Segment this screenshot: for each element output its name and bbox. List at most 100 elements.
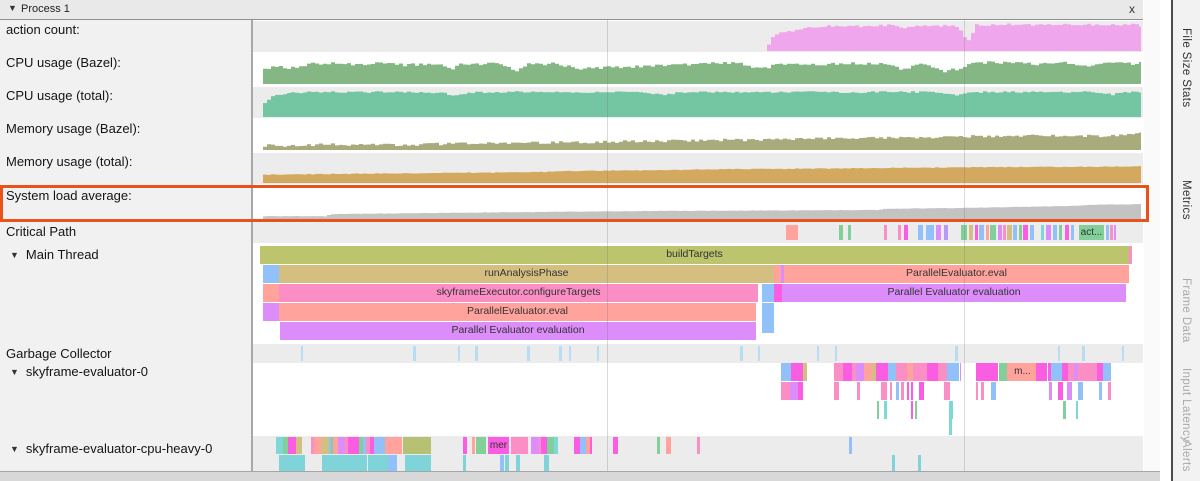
critical-path-block[interactable] xyxy=(986,225,989,240)
critical-path-block[interactable] xyxy=(848,225,851,240)
trace-block[interactable] xyxy=(915,401,918,419)
trace-block[interactable] xyxy=(1051,363,1062,381)
critical-path-block[interactable] xyxy=(990,225,996,240)
trace-block[interactable] xyxy=(322,455,330,471)
critical-path-block[interactable] xyxy=(898,225,901,240)
trace-block[interactable] xyxy=(991,363,999,381)
trace-block[interactable] xyxy=(911,401,914,419)
trace-block[interactable] xyxy=(697,437,700,454)
trace-block[interactable] xyxy=(1078,363,1087,381)
critical-path-block[interactable] xyxy=(1059,225,1062,240)
trace-block[interactable] xyxy=(288,437,296,454)
critical-path-block[interactable] xyxy=(1110,225,1113,240)
trace-block[interactable] xyxy=(569,346,571,361)
trace-block[interactable] xyxy=(527,346,530,361)
skyframe-evaluator-0-track[interactable]: m... xyxy=(253,363,1143,436)
vertical-scrollbar[interactable] xyxy=(1144,0,1160,471)
critical-path-block[interactable] xyxy=(975,225,978,240)
trace-block[interactable] xyxy=(1067,382,1072,400)
critical-path-block[interactable] xyxy=(1019,225,1022,240)
critical-path-block[interactable] xyxy=(936,225,941,240)
trace-block[interactable] xyxy=(856,363,864,381)
flame-segment[interactable] xyxy=(762,303,774,333)
main-thread-flame-track[interactable]: buildTargetsrunAnalysisPhaseParallelEval… xyxy=(253,243,1143,344)
trace-block[interactable] xyxy=(1063,401,1067,419)
trace-block[interactable] xyxy=(857,382,860,400)
trace-block[interactable] xyxy=(1076,401,1079,419)
trace-block[interactable] xyxy=(500,455,503,471)
trace-block[interactable] xyxy=(817,346,819,361)
trace-block[interactable] xyxy=(424,455,431,471)
trace-block[interactable] xyxy=(476,437,486,454)
critical-path-block[interactable] xyxy=(1114,225,1116,240)
flame-skyframeexecutor-configuretargets[interactable]: skyframeExecutor.configureTargets xyxy=(279,284,758,302)
trace-block[interactable] xyxy=(876,363,883,381)
trace-block[interactable] xyxy=(463,455,466,471)
trace-block[interactable] xyxy=(544,455,550,471)
trace-block[interactable] xyxy=(403,437,431,454)
flame-parallelevaluator-eval[interactable]: ParallelEvaluator.eval xyxy=(784,265,1129,283)
critical-path-block[interactable] xyxy=(786,225,798,240)
trace-block[interactable] xyxy=(1099,382,1102,400)
trace-block[interactable] xyxy=(991,382,996,400)
trace-block[interactable] xyxy=(938,363,947,381)
critical-path-block[interactable] xyxy=(839,225,843,240)
trace-block[interactable] xyxy=(475,346,478,361)
trace-block[interactable] xyxy=(944,382,951,400)
trace-block[interactable] xyxy=(877,401,879,419)
critical-path-block[interactable] xyxy=(969,225,973,240)
collapse-main-thread-icon[interactable]: ▼ xyxy=(10,250,19,260)
trace-block[interactable] xyxy=(896,363,908,381)
trace-block[interactable] xyxy=(597,346,599,361)
critical-path-block[interactable] xyxy=(1046,225,1051,240)
trace-block[interactable] xyxy=(834,382,839,400)
trace-block[interactable] xyxy=(981,382,984,400)
skyframe-evaluator-cpu-heavy-0-track[interactable]: mer xyxy=(253,436,1143,471)
trace-block[interactable] xyxy=(913,363,927,381)
trace-block[interactable] xyxy=(918,455,921,471)
trace-block[interactable] xyxy=(901,382,905,400)
trace-block[interactable] xyxy=(1049,382,1052,400)
tab-file-size-stats[interactable]: File Size Stats xyxy=(1180,28,1192,108)
critical-path-block[interactable] xyxy=(1003,225,1006,240)
trace-block[interactable] xyxy=(798,382,803,400)
trace-block[interactable] xyxy=(463,437,467,454)
trace-block[interactable] xyxy=(835,346,838,361)
trace-block[interactable] xyxy=(1036,363,1044,381)
trace-block[interactable] xyxy=(960,363,961,381)
trace-block[interactable] xyxy=(472,437,475,454)
critical-path-block[interactable] xyxy=(979,225,984,240)
tab-frame-data[interactable]: Frame Data xyxy=(1180,278,1192,343)
trace-block[interactable] xyxy=(299,455,306,471)
critical-path-block[interactable] xyxy=(884,225,887,240)
critical-path-block[interactable] xyxy=(1007,225,1012,240)
trace-block[interactable] xyxy=(947,363,959,381)
flame-segment[interactable] xyxy=(774,265,781,283)
horizontal-scrollbar[interactable] xyxy=(0,471,1160,481)
trace-block[interactable] xyxy=(976,382,978,400)
trace-block[interactable] xyxy=(803,363,807,381)
trace-block[interactable] xyxy=(864,363,872,381)
trace-block[interactable] xyxy=(791,363,803,381)
trace-block[interactable] xyxy=(1058,382,1063,400)
trace-block[interactable] xyxy=(276,437,283,454)
critical-path-block[interactable] xyxy=(1030,225,1034,240)
track-label-skyframe-evaluator-0[interactable]: ▼skyframe-evaluator-0 xyxy=(10,364,148,380)
critical-path-block[interactable] xyxy=(918,225,923,240)
critical-path-block[interactable] xyxy=(944,225,948,240)
trace-block[interactable] xyxy=(590,437,592,454)
flame-segment[interactable] xyxy=(263,284,279,302)
trace-block[interactable] xyxy=(740,346,743,361)
trace-block[interactable] xyxy=(511,437,528,454)
trace-block[interactable] xyxy=(405,455,412,471)
trace-block[interactable] xyxy=(1122,346,1124,361)
trace-block[interactable] xyxy=(758,346,761,361)
critical-path-block[interactable] xyxy=(1053,225,1057,240)
critical-path-block[interactable] xyxy=(1106,225,1109,240)
trace-block[interactable] xyxy=(413,346,416,361)
teal-drop-block[interactable] xyxy=(949,401,952,435)
trace-block[interactable] xyxy=(907,382,910,400)
trace-block[interactable] xyxy=(337,455,345,471)
trace-block[interactable] xyxy=(911,382,913,400)
trace-block[interactable] xyxy=(1058,346,1061,361)
